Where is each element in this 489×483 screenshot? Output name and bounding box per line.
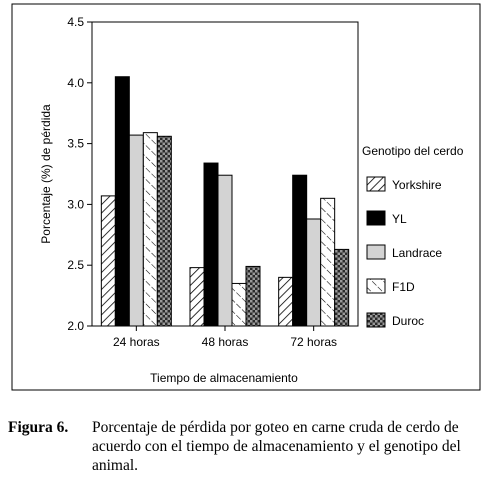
legend-label-yorkshire: Yorkshire xyxy=(392,178,442,192)
legend-swatch-yl xyxy=(366,210,386,226)
bars xyxy=(100,76,350,327)
x-tick-label: 48 horas xyxy=(202,335,249,349)
outer-frame xyxy=(11,3,481,391)
bar-landrace-1 xyxy=(128,134,144,327)
y-tick-label: 2.5 xyxy=(67,258,84,272)
bar-landrace-2 xyxy=(217,174,233,327)
bar-f1d-1 xyxy=(142,132,158,327)
figure-caption: Figura 6. Porcentaje de pérdida por gote… xyxy=(8,418,483,475)
bar-landrace-3 xyxy=(306,218,322,327)
legend-label-landrace: Landrace xyxy=(392,246,442,260)
caption-text: Porcentaje de pérdida por goteo en carne… xyxy=(92,419,461,474)
bar-yl-1 xyxy=(114,76,130,327)
legend-label-f1d: F1D xyxy=(392,280,415,294)
bar-f1d-2 xyxy=(231,282,247,327)
x-axis: 24 horas 48 horas 72 horas xyxy=(113,326,337,349)
bar-duroc-2 xyxy=(245,265,261,327)
y-tick-label: 4.5 xyxy=(67,15,84,29)
legend-swatch-landrace xyxy=(366,244,386,260)
y-axis: 2.0 2.5 3.0 3.5 4.0 4.5 xyxy=(67,15,92,333)
legend-label-yl: YL xyxy=(392,212,407,226)
legend-title: Genotipo del cerdo xyxy=(362,144,464,158)
bar-chart: 2.0 2.5 3.0 3.5 4.0 4.5 24 horas 48 horas 72 ho… xyxy=(11,3,481,391)
y-axis-label: Porcentaje (%) de pérdida xyxy=(39,104,53,244)
legend-label-duroc: Duroc xyxy=(392,314,424,328)
caption-label: Figura 6. xyxy=(8,419,69,436)
y-tick-label: 2.0 xyxy=(67,319,84,333)
legend-swatch-duroc xyxy=(366,312,386,328)
x-tick-label: 24 horas xyxy=(113,335,160,349)
legend: Genotipo del cerdo Yorkshire YL Landrace F1… xyxy=(362,144,464,328)
x-axis-label: Tiempo de almacenamiento xyxy=(150,371,298,385)
bar-duroc-3 xyxy=(334,248,350,327)
bar-f1d-3 xyxy=(320,197,336,327)
bar-yorkshire-2 xyxy=(189,267,205,327)
legend-swatch-f1d xyxy=(366,278,386,294)
x-tick-label: 72 horas xyxy=(290,335,337,349)
bar-yl-3 xyxy=(292,174,308,327)
bar-duroc-1 xyxy=(156,135,172,327)
legend-swatch-yorkshire xyxy=(366,176,386,192)
y-tick-label: 4.0 xyxy=(67,76,84,90)
bar-yorkshire-3 xyxy=(278,276,294,327)
y-tick-label: 3.0 xyxy=(67,197,84,211)
bar-yl-2 xyxy=(203,162,219,327)
bar-yorkshire-1 xyxy=(100,195,116,327)
y-tick-label: 3.5 xyxy=(67,137,84,151)
